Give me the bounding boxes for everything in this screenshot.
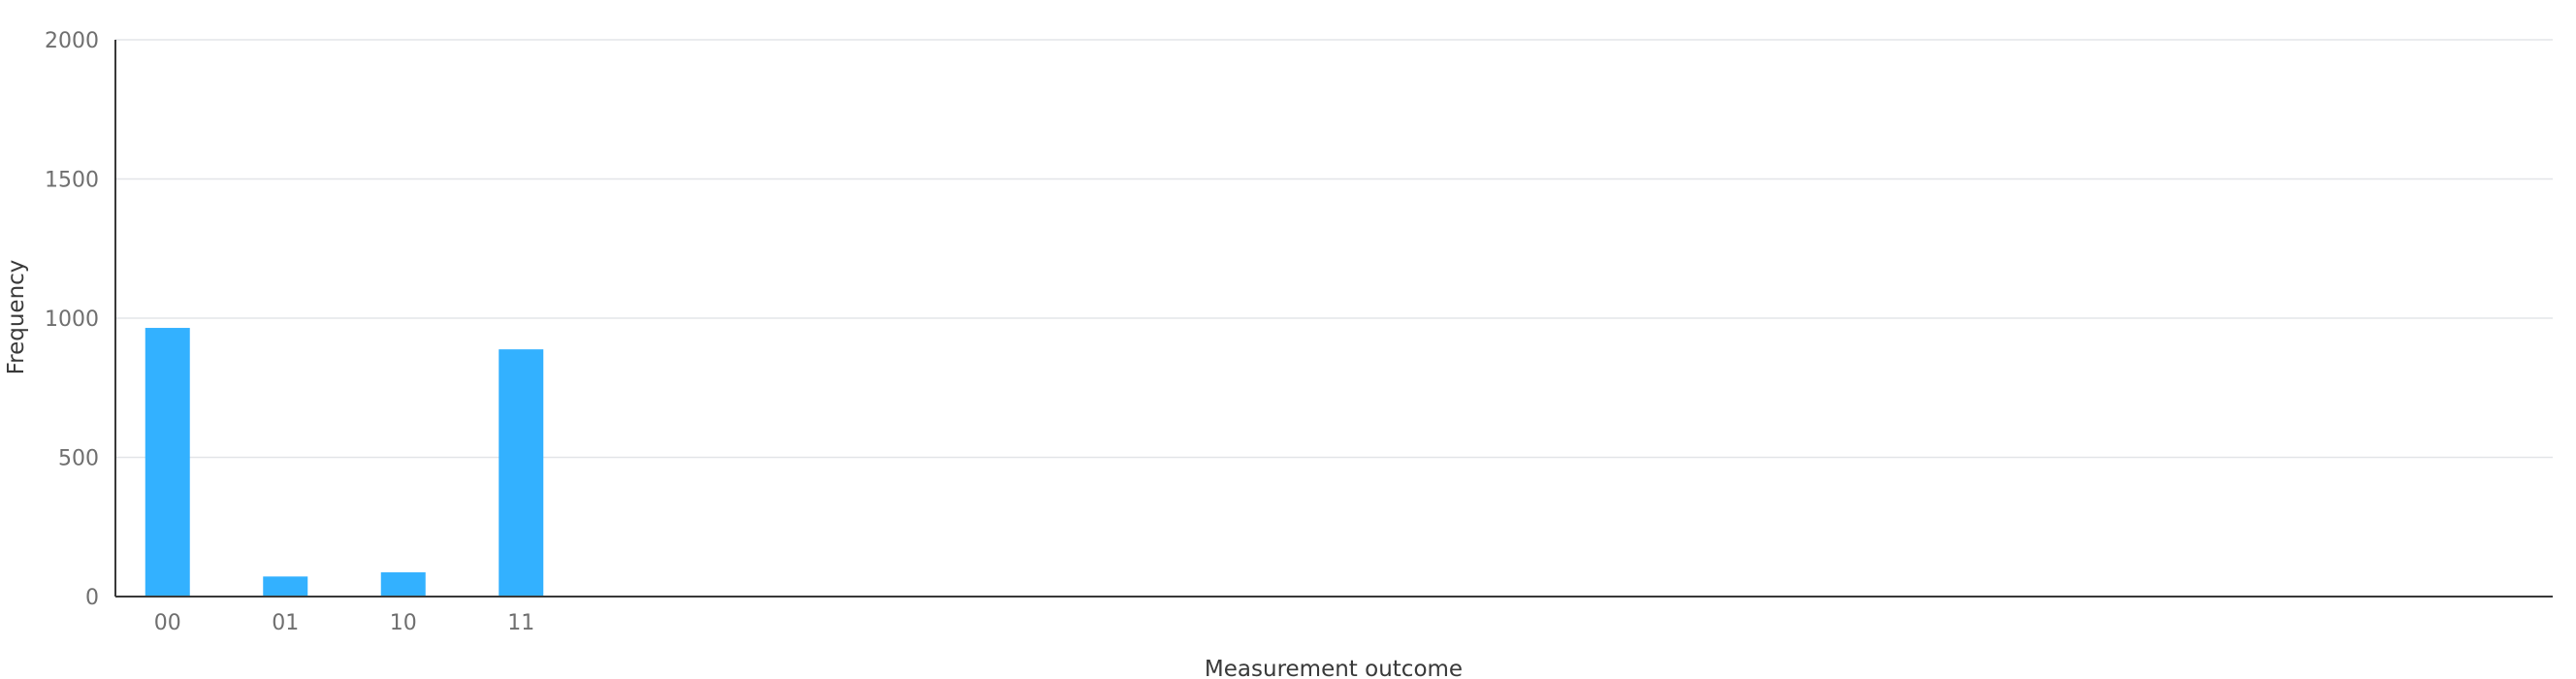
x-tick-label: 00 [154, 611, 181, 635]
y-axis-title: Frequency [4, 260, 29, 375]
y-axis-ticks: 0 500 1000 1500 2000 [45, 29, 99, 610]
x-tick-label: 01 [272, 611, 299, 635]
bar-10 [380, 572, 426, 597]
x-tick-label: 11 [507, 611, 534, 635]
x-tick-label: 10 [390, 611, 417, 635]
x-axis-ticks: 00 01 10 11 [154, 611, 535, 635]
bar-11 [499, 349, 544, 597]
y-tick-label: 0 [85, 586, 99, 610]
y-tick-label: 2000 [45, 29, 99, 53]
gridlines [115, 39, 2553, 459]
bar-00 [145, 328, 190, 597]
y-tick-label: 1000 [45, 307, 99, 332]
bars-group [145, 328, 544, 597]
x-axis-title: Measurement outcome [1205, 657, 1463, 679]
y-tick-label: 1500 [45, 169, 99, 193]
bar-01 [263, 576, 308, 597]
y-tick-label: 500 [58, 447, 99, 471]
